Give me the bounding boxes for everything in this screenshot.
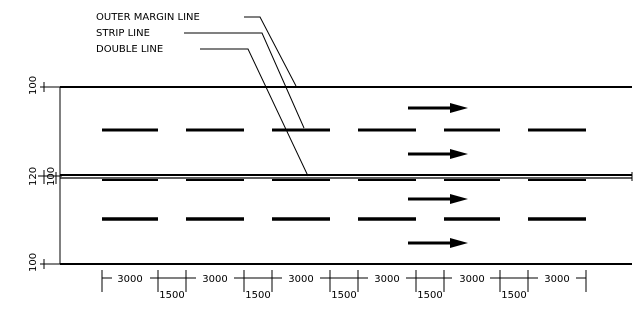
dim-gap-3: 1500 <box>331 290 356 301</box>
bottom-dimension-line <box>101 270 587 292</box>
arrow-right-icon <box>408 103 468 113</box>
dim-dash-5: 3000 <box>459 274 484 285</box>
gap-length-labels: 1500 1500 1500 1500 1500 <box>159 290 526 301</box>
left-dimension-ticks <box>38 82 62 269</box>
direction-arrows <box>408 103 468 248</box>
dim-gap-1: 1500 <box>159 290 184 301</box>
callout-double-label: DOUBLE LINE <box>96 44 163 55</box>
arrow-right-icon <box>408 238 468 248</box>
dim-dash-2: 3000 <box>202 274 227 285</box>
callout-outer-margin-label: OUTER MARGIN LINE <box>96 12 200 23</box>
dim-gap-2: 1500 <box>245 290 270 301</box>
dash-length-labels: 3000 3000 3000 3000 3000 3000 <box>112 271 576 285</box>
strip-leader <box>184 32 305 129</box>
dim-gap-5: 1500 <box>501 290 526 301</box>
callout-strip-label: STRIP LINE <box>96 28 150 39</box>
dim-median: 120 <box>28 167 39 186</box>
dim-dash-4: 3000 <box>374 274 399 285</box>
dim-bottom-margin: 100 <box>28 253 39 272</box>
dim-median-inner: 100 <box>46 167 57 186</box>
dim-top-margin: 100 <box>28 76 39 95</box>
dim-dash-1: 3000 <box>117 274 142 285</box>
dim-dash-6: 3000 <box>544 274 569 285</box>
arrow-right-icon <box>408 194 468 204</box>
dim-gap-4: 1500 <box>417 290 442 301</box>
arrow-right-icon <box>408 149 468 159</box>
double-leader <box>200 48 309 177</box>
dim-dash-3: 3000 <box>288 274 313 285</box>
outer-margin-leader <box>244 16 297 87</box>
